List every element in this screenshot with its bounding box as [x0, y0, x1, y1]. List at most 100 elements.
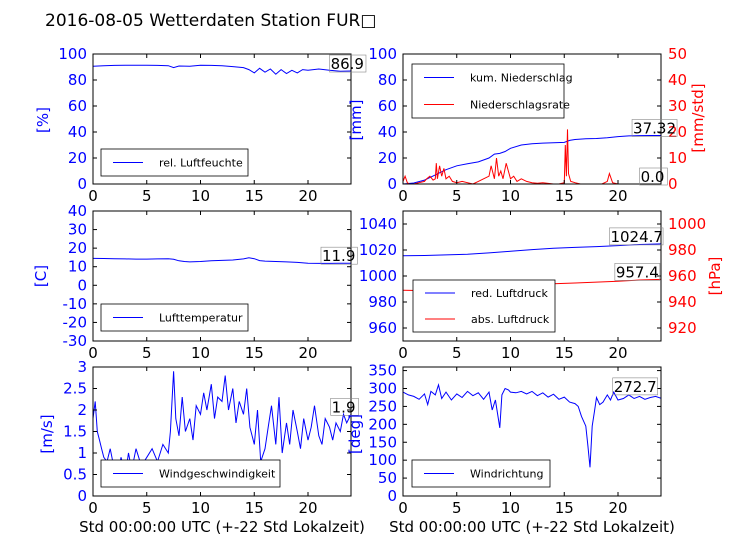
y2-tick-label: 920	[668, 319, 697, 337]
legend-label: rel. Luftfeuchte	[159, 157, 243, 170]
y2-tick-label: 50	[668, 45, 687, 63]
y-tick-label: 100	[58, 45, 87, 63]
y-tick-label: -20	[63, 313, 88, 331]
x-tick-label: 10	[191, 499, 210, 517]
x-tick-label: 5	[452, 499, 462, 517]
y-tick-label: 20	[68, 239, 87, 257]
x-tick-label: 10	[191, 344, 210, 362]
y-tick-label: 30	[68, 221, 87, 239]
y-tick-label: 980	[368, 293, 397, 311]
value-annotation-box	[614, 263, 661, 281]
legend-label: Windrichtung	[470, 468, 543, 481]
y-tick-label: -30	[63, 332, 88, 350]
plot-frame	[92, 210, 352, 342]
y2-tick-label: 0	[668, 175, 678, 193]
y-tick-label: 960	[368, 319, 397, 337]
x-tick-label: 15	[555, 499, 574, 517]
x-tick-label: 20	[608, 344, 627, 362]
y-axis-label: [deg]	[346, 414, 364, 454]
y-tick-label: 300	[368, 380, 397, 398]
value-annotation: 86.9	[331, 55, 364, 73]
y-tick-label: 40	[68, 123, 87, 141]
legend-box	[412, 279, 556, 333]
x-tick-label: 15	[555, 187, 574, 205]
legend-box	[411, 63, 565, 119]
y2-tick-label: 10	[668, 149, 687, 167]
y-tick-label: 1000	[359, 267, 397, 285]
panel-humidity: 0 5 10 15 20 0 20 40 60 80 100 [%] 86.9 rel. Luftfeuc…	[34, 45, 367, 205]
series-line-lufttemperatur	[93, 257, 351, 264]
x-tick-label: 0	[398, 344, 408, 362]
y-tick-label: 1.5	[63, 423, 87, 441]
x-tick-label: 5	[452, 344, 462, 362]
y-tick-label: 60	[68, 97, 87, 115]
y-tick-label: 80	[68, 71, 87, 89]
figure-title: 2016-08-05 Wetterdaten Station FUR□	[45, 11, 376, 31]
y-tick-label: 1	[77, 444, 87, 462]
x-tick-label: 10	[501, 344, 520, 362]
legend-label: Niederschlagsrate	[470, 99, 570, 112]
y2-axis-label: [hPa]	[706, 257, 724, 296]
value-annotation-box	[631, 119, 678, 137]
y-tick-label: 3	[77, 358, 87, 376]
y-axis-label: [C]	[32, 265, 50, 287]
series-line-red-luftdruck	[403, 243, 661, 257]
x-tick-label: 0	[88, 187, 98, 205]
y-tick-label: 40	[68, 202, 87, 220]
y-tick-label: 2.5	[63, 380, 87, 398]
x-tick-label: 5	[452, 187, 462, 205]
legend-label: red. Luftdruck	[471, 287, 548, 300]
series-line-windgeschwindigkeit	[93, 371, 351, 481]
value-annotation: 957.4	[616, 263, 659, 281]
x-tick-label: 0	[398, 187, 408, 205]
plot-frame	[402, 366, 662, 497]
y-axis-label: [mm]	[347, 100, 365, 141]
y-tick-label: 1040	[359, 215, 397, 233]
y2-tick-label: 1000	[668, 215, 706, 233]
x-tick-label: 5	[142, 499, 152, 517]
y-tick-label: 80	[378, 71, 397, 89]
y2-tick-label: 30	[668, 97, 687, 115]
x-tick-label: 20	[298, 187, 317, 205]
value-annotation: 272.7	[614, 378, 657, 396]
y2-tick-label: 960	[668, 267, 697, 285]
y-tick-label: 0	[387, 175, 397, 193]
y-tick-label: 20	[378, 149, 397, 167]
x-tick-label: 0	[398, 499, 408, 517]
panel-pressure: 0 5 10 15 20 960 980 1000 1020 1040 920 940 960 980 10…	[359, 210, 724, 362]
legend-label: Lufttemperatur	[159, 312, 243, 325]
y-tick-label: 0.5	[63, 466, 87, 484]
series-line-niederschlagsrate	[403, 129, 661, 184]
value-annotation: 1.9	[332, 398, 356, 416]
value-annotation-box	[639, 167, 668, 186]
value-annotation: 1024.7	[610, 228, 663, 246]
y-tick-label: 0	[387, 487, 397, 505]
x-tick-label: 15	[245, 187, 264, 205]
plot-frame	[402, 53, 662, 185]
x-tick-label: 20	[298, 344, 317, 362]
y-tick-label: 100	[368, 451, 397, 469]
y2-tick-label: 980	[668, 241, 697, 259]
value-annotation-box	[612, 377, 659, 396]
y-tick-label: 1020	[359, 241, 397, 259]
y-tick-label: 350	[368, 362, 397, 380]
series-line-windrichtung	[403, 383, 661, 468]
x-tick-label: 0	[88, 499, 98, 517]
x-tick-label: 5	[142, 187, 152, 205]
y-tick-label: 250	[368, 397, 397, 415]
y-tick-label: -10	[63, 295, 88, 313]
y-tick-label: 100	[368, 45, 397, 63]
x-axis-label: Std 00:00:00 UTC (+-22 Std Lokalzeit)	[389, 518, 675, 536]
value-annotation-box	[609, 227, 664, 246]
x-tick-label: 10	[501, 499, 520, 517]
legend-label: abs. Luftdruck	[471, 313, 550, 326]
y2-axis-label: [mm/std]	[689, 83, 707, 152]
y-tick-label: 200	[368, 415, 397, 433]
panel-precipitation: 0 5 10 15 2002040608010001020304050[mm/std][…	[347, 45, 707, 205]
y-tick-label: 0	[77, 487, 87, 505]
plot-frame	[92, 53, 352, 185]
value-annotation-box	[330, 397, 359, 416]
